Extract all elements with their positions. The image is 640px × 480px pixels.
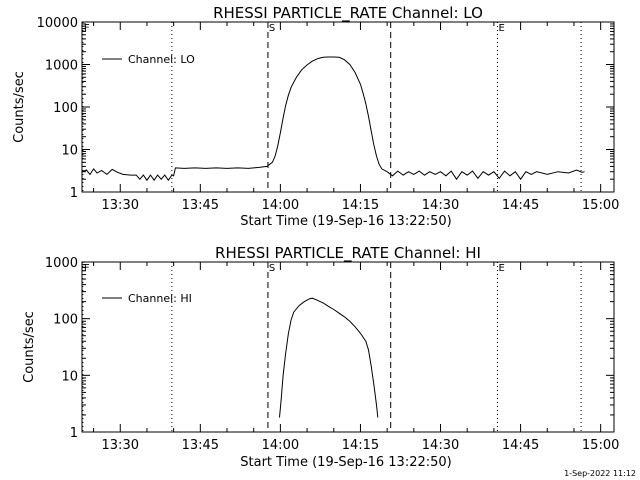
y-axis-label: Counts/sec [22,311,37,383]
x-tick-label: 13:45 [182,438,219,453]
x-axis-ticks: 13:30 13:45 14:00 14:15 14:30 14:45 15:00 [93,262,619,453]
legend-label: Channel: LO [128,53,195,66]
x-tick-label: 14:00 [262,198,299,213]
marker-label: E [498,263,504,274]
footer-timestamp: 1-Sep-2022 11:12 [564,469,636,478]
marker-label: F [84,263,90,274]
marker-label: E [498,23,504,34]
panel-lo: RHESSI PARTICLE_RATE Channel: LO F S E 1 10… [12,4,619,229]
x-tick-label: 13:45 [182,198,219,213]
legend: Channel: HI [102,292,192,305]
y-tick-label: 1 [70,426,78,441]
legend: Channel: LO [102,53,195,66]
x-tick-label: 15:00 [582,438,619,453]
y-tick-label: 1000 [45,256,78,271]
y-tick-label: 10 [61,369,78,384]
x-tick-label: 14:15 [342,198,379,213]
marker-label: F [84,23,90,34]
x-tick-label: 14:30 [422,438,459,453]
y-tick-label: 10 [61,144,78,159]
y-tick-label: 100 [53,101,78,116]
x-tick-label: 15:00 [582,198,619,213]
y-axis-label: Counts/sec [12,71,27,143]
legend-label: Channel: HI [128,292,192,305]
x-tick-label: 14:00 [262,438,299,453]
x-tick-label: 13:30 [102,198,139,213]
x-tick-label: 14:45 [502,198,539,213]
x-tick-label: 14:15 [342,438,379,453]
y-axis-ticks: 1 10 100 1000 [45,256,614,441]
panel-hi: RHESSI PARTICLE_RATE Channel: HI F S E 1 10… [22,244,619,470]
series-line-channel-lo [81,56,585,182]
x-axis-label: Start Time (19-Sep-16 13:22:50) [240,455,451,470]
x-tick-label: 14:45 [502,438,539,453]
y-tick-label: 1000 [45,59,78,74]
marker-label: S [269,23,275,34]
series-line-channel-hi [279,297,379,418]
y-tick-label: 100 [53,313,78,328]
chart-title: RHESSI PARTICLE_RATE Channel: HI [215,244,481,263]
y-axis-ticks: 1 10 100 1000 10000 [37,16,614,201]
x-axis-ticks: 13:30 13:45 14:00 14:15 14:30 14:45 15:00 [93,22,619,213]
y-tick-label: 10000 [37,16,78,31]
chart-title: RHESSI PARTICLE_RATE Channel: LO [213,4,483,23]
x-axis-label: Start Time (19-Sep-16 13:22:50) [240,214,451,229]
marker-label: S [269,263,275,274]
plot-frame [81,261,615,433]
x-tick-label: 13:30 [102,438,139,453]
x-tick-label: 14:30 [422,198,459,213]
y-tick-label: 1 [70,186,78,201]
